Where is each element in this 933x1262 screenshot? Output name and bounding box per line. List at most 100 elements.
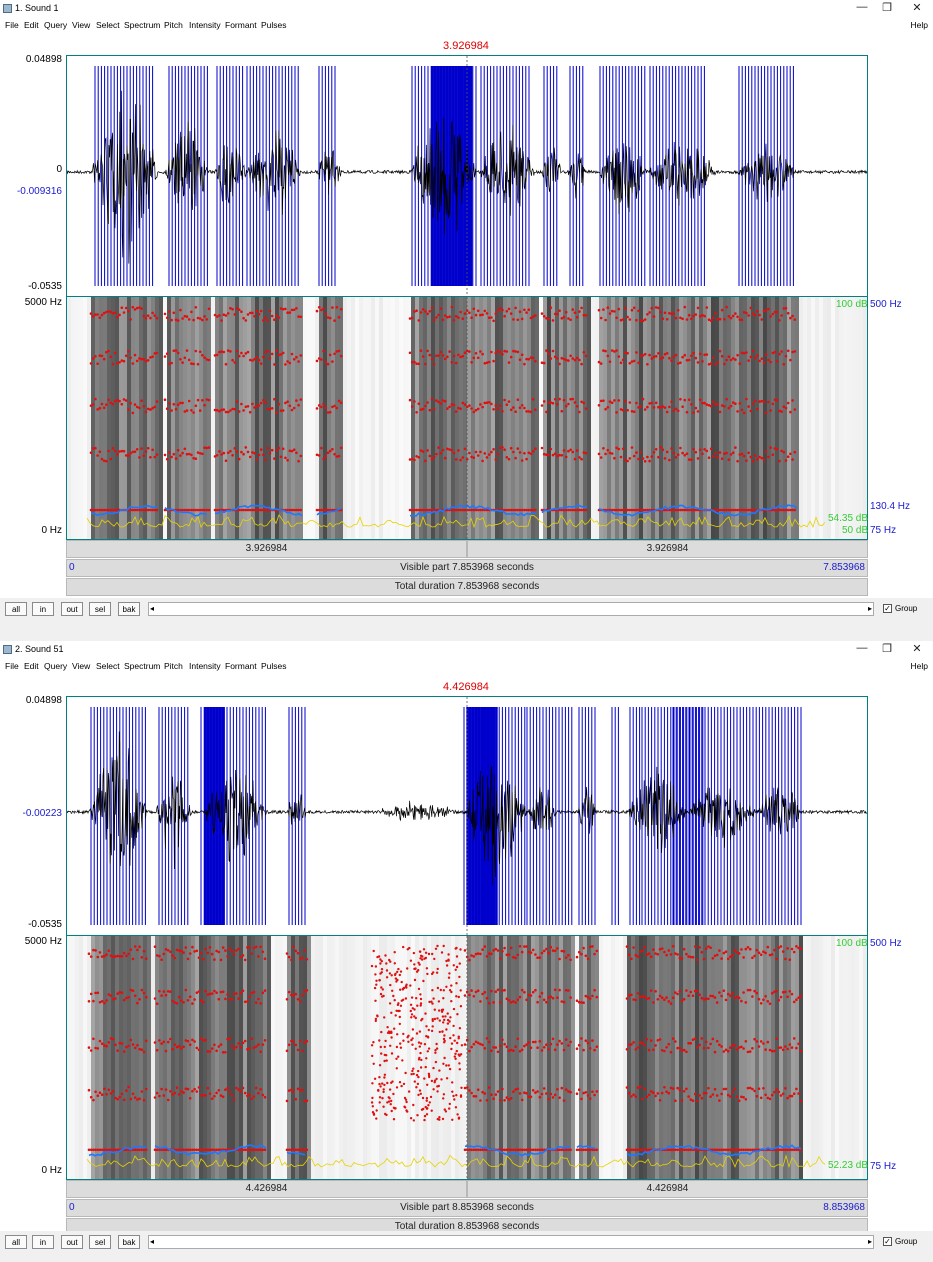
horizontal-scrollbar[interactable]: ◂ ▸ — [148, 602, 874, 616]
spec-column — [147, 936, 151, 1179]
waveform-panel[interactable] — [66, 696, 868, 936]
formant-dot — [468, 451, 471, 455]
menu-intensity[interactable]: Intensity — [189, 661, 221, 671]
spec-column — [291, 297, 295, 539]
maximize-icon[interactable]: ❐ — [882, 2, 892, 14]
formant-dot — [166, 1098, 170, 1102]
formant-dot — [540, 312, 544, 315]
formant-dot — [155, 1002, 159, 1005]
spectrogram-panel[interactable] — [66, 936, 868, 1180]
menu-spectrum[interactable]: Spectrum — [124, 20, 161, 30]
formant-dot — [337, 454, 341, 458]
formant-dot — [712, 455, 715, 458]
sound-editor-area[interactable]: 3.926984 0.04898 0 -0.009316 -0.0535 500… — [0, 32, 933, 598]
formant-dot — [231, 358, 234, 362]
formant-dot — [472, 1148, 476, 1152]
menu-edit[interactable]: Edit — [24, 20, 39, 30]
horizontal-scrollbar[interactable]: ◂ ▸ — [148, 1235, 874, 1249]
formant-dot — [641, 1148, 644, 1152]
total-duration-bar[interactable]: Total duration 7.853968 seconds — [66, 578, 868, 596]
zoom-all-button[interactable]: all — [5, 1235, 27, 1249]
formant-dot — [449, 1016, 452, 1019]
spec-column — [683, 936, 687, 1179]
sound-editor-area[interactable]: 4.426984 0.04898 -0.00223 -0.0535 5000 H… — [0, 673, 933, 1239]
menu-pulses[interactable]: Pulses — [261, 661, 287, 671]
formant-dot — [418, 1045, 421, 1048]
menu-formant[interactable]: Formant — [225, 20, 257, 30]
formant-dot — [588, 1148, 592, 1152]
visible-part-bar[interactable]: 0 Visible part 8.853968 seconds 8.853968 — [66, 1199, 868, 1217]
formant-dot — [720, 957, 723, 960]
formant-dot — [136, 1001, 139, 1005]
formant-dot — [292, 1148, 295, 1152]
spec-column — [855, 297, 859, 539]
menu-edit[interactable]: Edit — [24, 661, 39, 671]
segment-right[interactable]: 4.426984 — [467, 1180, 868, 1198]
formant-dot — [100, 313, 104, 317]
menu-intensity[interactable]: Intensity — [189, 20, 221, 30]
minimize-icon[interactable]: — — [856, 1, 868, 13]
formant-dot — [562, 508, 566, 512]
menu-pitch[interactable]: Pitch — [164, 661, 183, 671]
formant-dot — [745, 459, 748, 462]
zoom-back-button[interactable]: bak — [118, 602, 140, 616]
menu-view[interactable]: View — [72, 661, 91, 671]
close-icon[interactable]: ✕ — [912, 2, 922, 14]
segment-left[interactable]: 3.926984 — [66, 540, 467, 558]
menu-query[interactable]: Query — [44, 20, 68, 30]
spec-column — [619, 297, 623, 539]
spec-column — [311, 297, 315, 539]
scroll-left-icon[interactable]: ◂ — [150, 604, 155, 613]
formant-dot — [395, 1086, 399, 1089]
menu-select[interactable]: Select — [96, 20, 120, 30]
menu-pulses[interactable]: Pulses — [261, 20, 287, 30]
formant-dot — [784, 459, 788, 462]
formant-dot — [742, 411, 746, 415]
formant-dot — [324, 360, 328, 364]
zoom-sel-button[interactable]: sel — [89, 602, 111, 616]
group-checkbox[interactable]: ✓ — [883, 1237, 892, 1246]
menu-help[interactable]: Help — [910, 661, 928, 671]
menu-formant[interactable]: Formant — [225, 661, 257, 671]
formant-dot — [775, 447, 779, 451]
formant-dot — [707, 456, 711, 459]
zoom-all-button[interactable]: all — [5, 602, 27, 616]
menu-file[interactable]: File — [5, 20, 19, 30]
scroll-left-icon[interactable]: ◂ — [150, 1237, 155, 1246]
formant-dot — [773, 1090, 776, 1094]
zoom-sel-button[interactable]: sel — [89, 1235, 111, 1249]
formant-dot — [756, 407, 759, 411]
menu-query[interactable]: Query — [44, 661, 68, 671]
visible-part-bar[interactable]: 0 Visible part 7.853968 seconds 7.853968 — [66, 559, 868, 577]
scroll-right-icon[interactable]: ▸ — [867, 604, 872, 613]
menu-pitch[interactable]: Pitch — [164, 20, 183, 30]
zoom-in-button[interactable]: in — [32, 602, 54, 616]
formant-dot — [297, 360, 300, 363]
spec-column — [543, 297, 547, 539]
formant-dot — [485, 361, 489, 364]
zoom-back-button[interactable]: bak — [118, 1235, 140, 1249]
spec-column — [159, 936, 163, 1179]
menu-help[interactable]: Help — [910, 20, 928, 30]
zoom-out-button[interactable]: out — [61, 602, 83, 616]
zoom-in-button[interactable]: in — [32, 1235, 54, 1249]
formant-dot — [468, 311, 471, 314]
menu-file[interactable]: File — [5, 661, 19, 671]
maximize-icon[interactable]: ❐ — [882, 643, 892, 655]
formant-dot — [498, 404, 502, 408]
menu-view[interactable]: View — [72, 20, 91, 30]
formant-dot — [255, 508, 259, 512]
menu-spectrum[interactable]: Spectrum — [124, 661, 161, 671]
segment-right[interactable]: 3.926984 — [467, 540, 868, 558]
close-icon[interactable]: ✕ — [912, 643, 922, 655]
minimize-icon[interactable]: — — [856, 642, 868, 654]
formant-dot — [233, 447, 237, 450]
segment-left[interactable]: 4.426984 — [66, 1180, 467, 1198]
scroll-right-icon[interactable]: ▸ — [867, 1237, 872, 1246]
spectrogram-panel[interactable] — [66, 297, 868, 540]
zoom-out-button[interactable]: out — [61, 1235, 83, 1249]
formant-dot — [297, 315, 300, 318]
menu-select[interactable]: Select — [96, 661, 120, 671]
waveform-panel[interactable] — [66, 55, 868, 297]
group-checkbox[interactable]: ✓ — [883, 604, 892, 613]
